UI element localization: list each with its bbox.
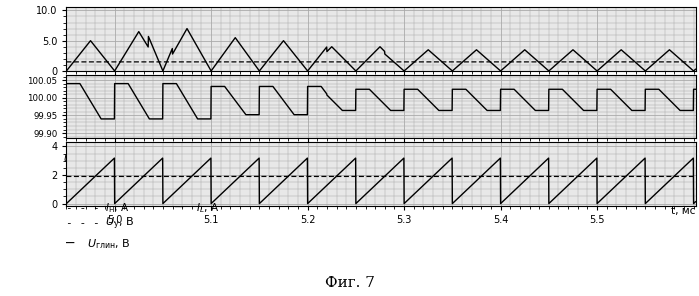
- Text: Фиг. 7: Фиг. 7: [324, 276, 375, 290]
- Text: t, мс: t, мс: [671, 206, 696, 216]
- Text: $U_{\rm глин}$, В: $U_{\rm глин}$, В: [87, 237, 131, 251]
- Text: - - -: - - -: [66, 203, 100, 213]
- Text: —: —: [175, 201, 183, 215]
- Text: - - -: - - -: [66, 218, 100, 229]
- Text: $U_{\rm вых}$, В: $U_{\rm вых}$, В: [63, 152, 99, 166]
- Text: —: —: [66, 237, 75, 251]
- Text: $U_{\rm у}$, В: $U_{\rm у}$, В: [105, 215, 134, 232]
- Text: $I_{\rm Н}$, А: $I_{\rm Н}$, А: [105, 201, 129, 215]
- Text: $I_{L}$, А: $I_{L}$, А: [196, 201, 219, 215]
